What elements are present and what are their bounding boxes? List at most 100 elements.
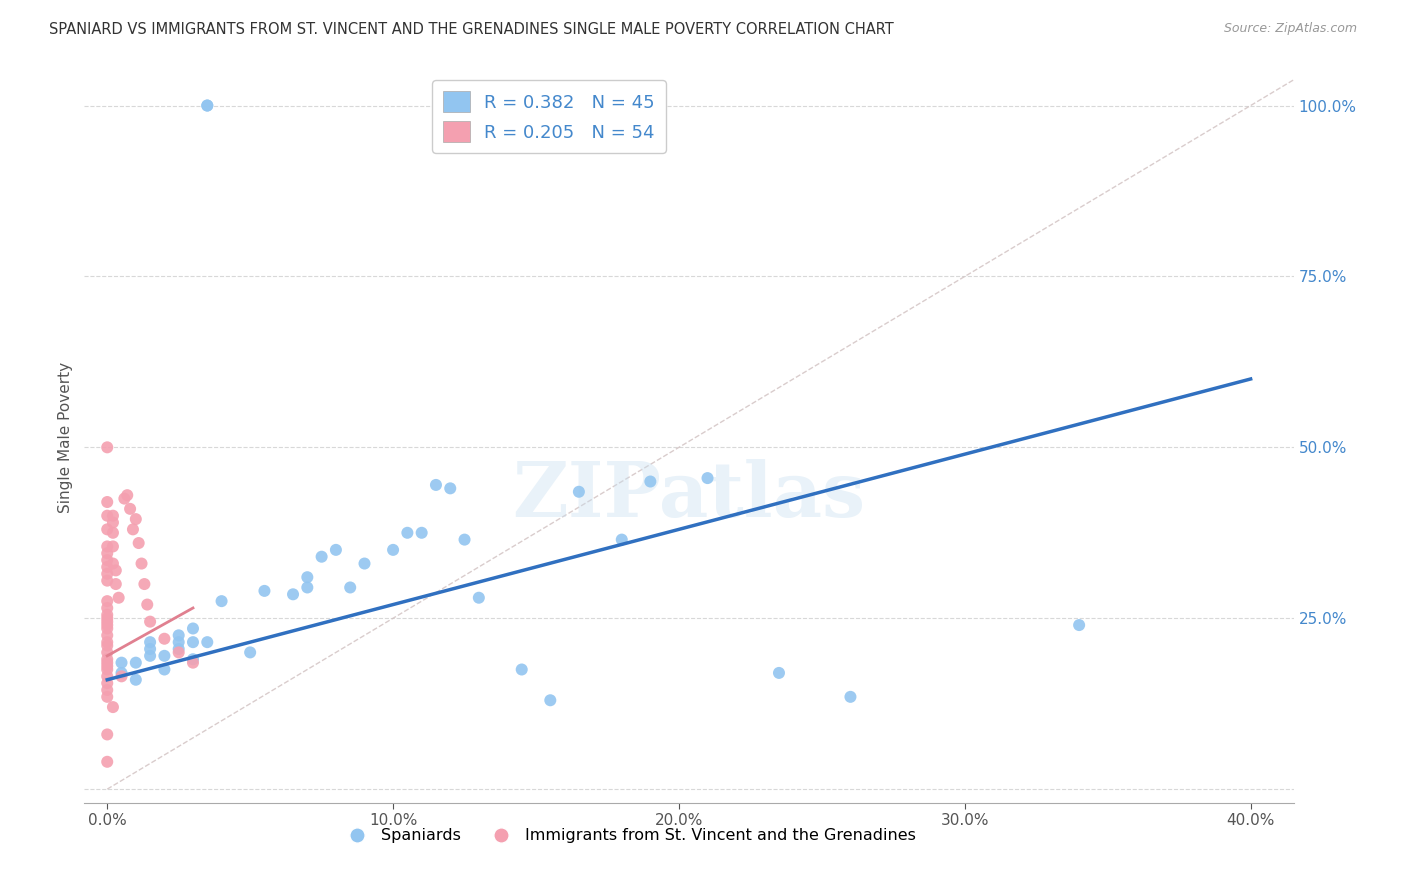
Point [96, 508, 118, 523]
Point [339, 581, 361, 595]
Point [110, 665, 132, 680]
Point [425, 478, 447, 492]
Point [96, 628, 118, 642]
Point [181, 635, 204, 649]
Point [468, 591, 491, 605]
Text: Source: ZipAtlas.com: Source: ZipAtlas.com [1223, 22, 1357, 36]
Point [101, 700, 124, 714]
Point [568, 484, 591, 499]
Point [297, 581, 319, 595]
Point [110, 656, 132, 670]
Point [453, 533, 475, 547]
Point [115, 488, 138, 502]
Point [96, 622, 118, 636]
Point [96, 639, 118, 653]
Point [311, 549, 333, 564]
Point [253, 583, 276, 598]
Point [297, 570, 319, 584]
Point [96, 495, 118, 509]
Point [510, 663, 533, 677]
Point [181, 656, 204, 670]
Point [112, 491, 135, 506]
Point [101, 516, 124, 530]
Point [96, 652, 118, 666]
Point [696, 471, 718, 485]
Point [439, 481, 461, 495]
Point [167, 645, 190, 659]
Point [167, 628, 190, 642]
Point [153, 648, 176, 663]
Point [353, 557, 375, 571]
Point [125, 673, 148, 687]
Point [195, 635, 218, 649]
Point [153, 632, 176, 646]
Legend: Spaniards, Immigrants from St. Vincent and the Grenadines: Spaniards, Immigrants from St. Vincent a… [335, 822, 922, 850]
Point [96, 755, 118, 769]
Point [538, 693, 561, 707]
Point [139, 635, 162, 649]
Point [101, 557, 124, 571]
Point [382, 542, 405, 557]
Point [104, 563, 127, 577]
Point [195, 98, 218, 112]
Point [640, 475, 662, 489]
Text: ZIPatlas: ZIPatlas [512, 458, 866, 533]
Point [96, 560, 118, 574]
Point [110, 669, 132, 683]
Point [96, 601, 118, 615]
Point [96, 553, 118, 567]
Point [96, 611, 118, 625]
Point [101, 508, 124, 523]
Point [96, 440, 118, 454]
Point [167, 642, 190, 657]
Point [610, 533, 633, 547]
Point [211, 594, 233, 608]
Point [181, 652, 204, 666]
Point [134, 577, 156, 591]
Point [396, 525, 419, 540]
Point [139, 648, 162, 663]
Point [839, 690, 862, 704]
Point [96, 656, 118, 670]
Point [96, 566, 118, 581]
Point [107, 591, 129, 605]
Point [96, 663, 118, 677]
Point [325, 542, 347, 557]
Point [131, 557, 153, 571]
Point [96, 574, 118, 588]
Point [281, 587, 304, 601]
Point [167, 635, 190, 649]
Point [128, 536, 150, 550]
Point [96, 618, 118, 632]
Point [239, 645, 262, 659]
Point [96, 522, 118, 536]
Point [181, 622, 204, 636]
Point [153, 663, 176, 677]
Point [104, 577, 127, 591]
Point [195, 98, 218, 112]
Point [96, 727, 118, 741]
Point [96, 635, 118, 649]
Text: SPANIARD VS IMMIGRANTS FROM ST. VINCENT AND THE GRENADINES SINGLE MALE POVERTY C: SPANIARD VS IMMIGRANTS FROM ST. VINCENT … [49, 22, 894, 37]
Point [96, 676, 118, 690]
Point [96, 669, 118, 683]
Point [768, 665, 790, 680]
Point [101, 540, 124, 554]
Point [101, 525, 124, 540]
Point [96, 607, 118, 622]
Point [96, 540, 118, 554]
Point [122, 522, 145, 536]
Point [96, 546, 118, 560]
Point [120, 501, 142, 516]
Point [1069, 618, 1091, 632]
Point [139, 642, 162, 657]
Point [96, 645, 118, 659]
Point [96, 659, 118, 673]
Point [125, 656, 148, 670]
Point [136, 598, 159, 612]
Point [96, 690, 118, 704]
Point [96, 615, 118, 629]
Point [139, 615, 162, 629]
Point [96, 683, 118, 698]
Point [96, 594, 118, 608]
